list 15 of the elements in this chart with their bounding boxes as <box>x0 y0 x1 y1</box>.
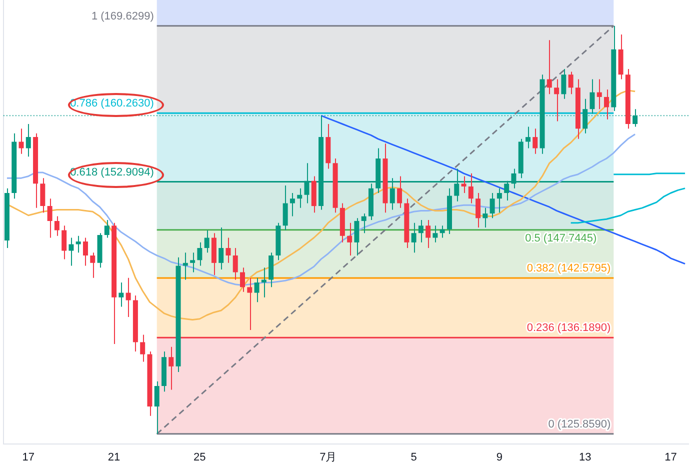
x-tick-label: 17 <box>664 451 677 464</box>
x-tick-label: 7月 <box>320 451 337 464</box>
ref-line-label: 1 (169.6299) <box>91 10 154 22</box>
ref-line-label: 0 (125.8590) <box>548 418 611 430</box>
x-tick-label: 13 <box>578 451 592 464</box>
x-tick-label: 9 <box>496 451 503 464</box>
x-tick-label: 25 <box>194 451 206 464</box>
x-tick-label: 17 <box>22 451 35 464</box>
x-tick-label: 5 <box>410 451 417 464</box>
ref-line-label: 0.236 (136.1890) <box>526 322 611 334</box>
ref-line-label: 0.382 (142.5795) <box>526 262 611 275</box>
ref-line-label: 0.618 (152.9094) <box>70 166 154 178</box>
ref-line-label: 0.5 (147.7445) <box>525 232 597 244</box>
x-tick-label: 21 <box>108 451 120 464</box>
ref-line-label: 0.786 (160.2630) <box>70 98 154 110</box>
